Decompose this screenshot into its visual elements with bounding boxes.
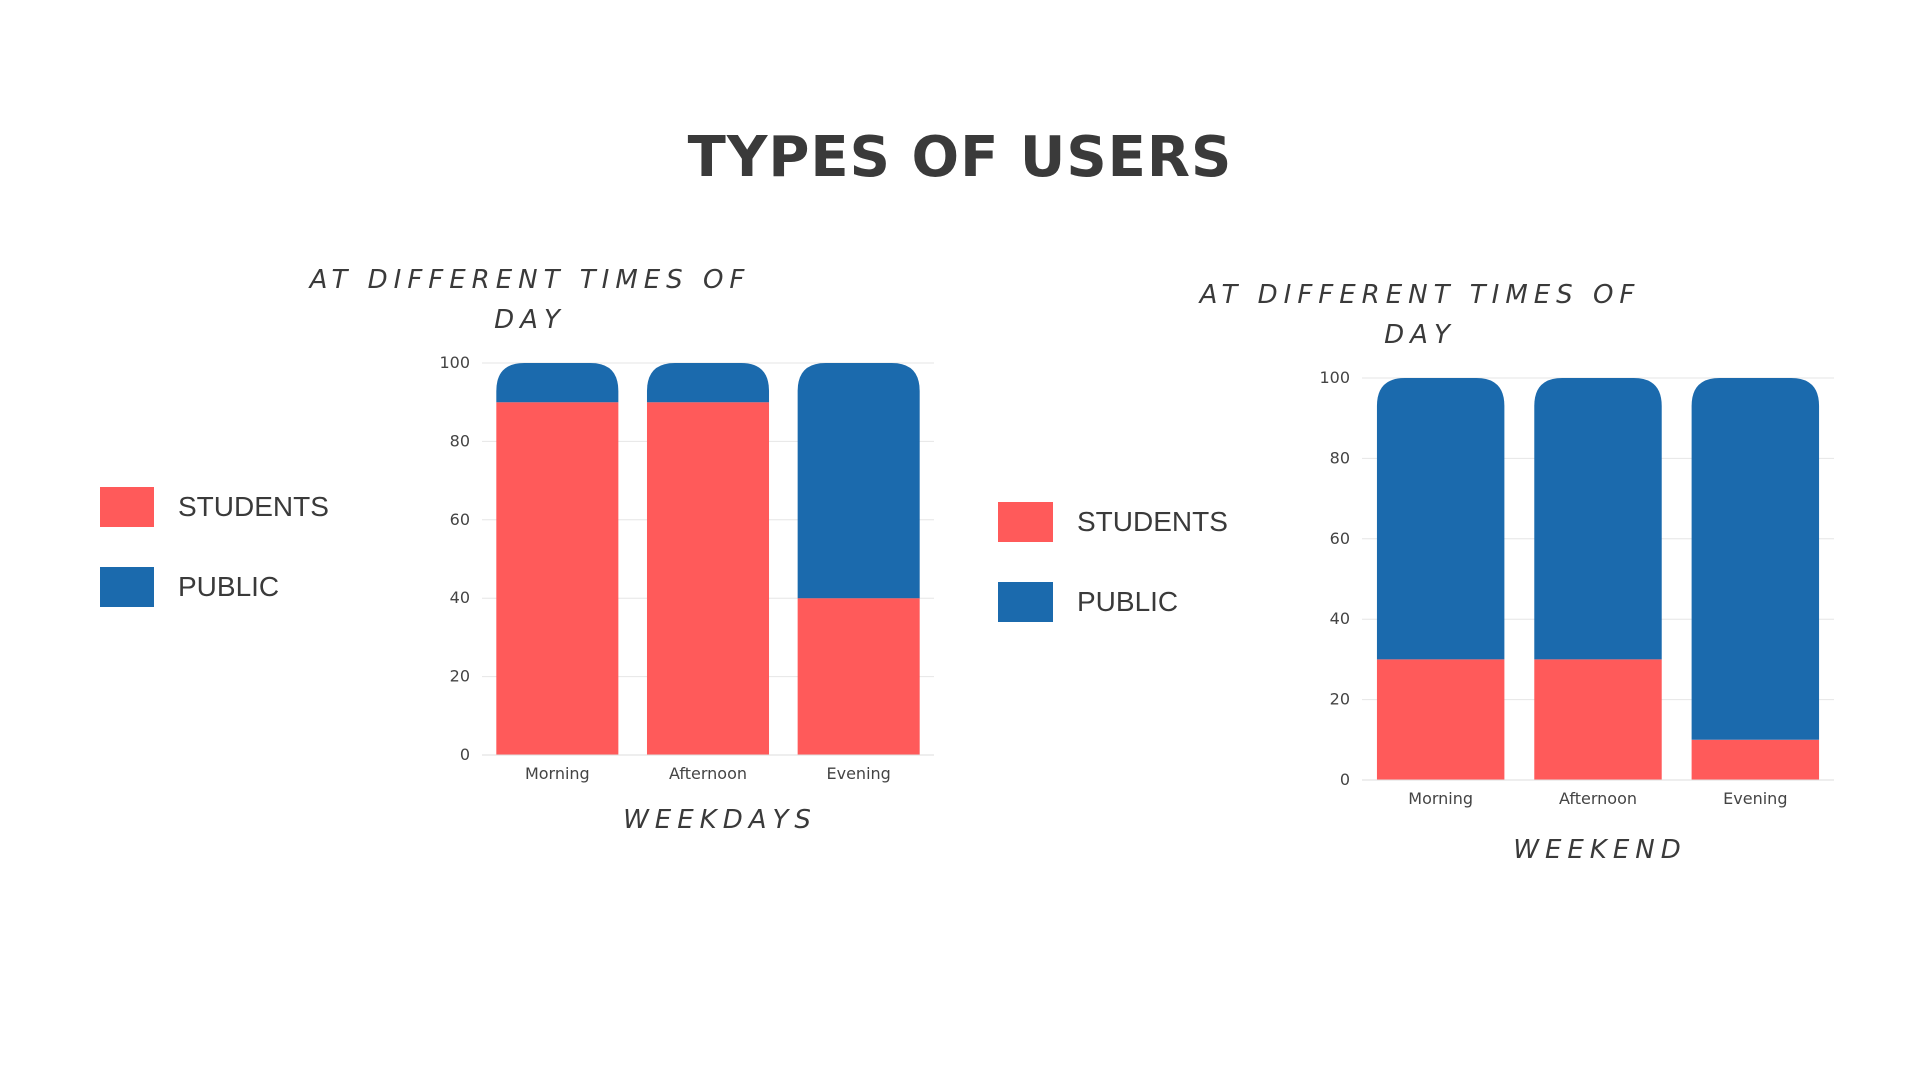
y-tick-label: 80	[450, 431, 470, 450]
bar-students-afternoon	[646, 402, 770, 755]
weekdays-bar-chart: 0 20 40 60 80 100 Morning Afternoon Evening	[439, 353, 934, 783]
bar-students-morning	[496, 402, 619, 755]
bar-public-afternoon	[646, 363, 770, 403]
x-tick-label-morning: Morning	[525, 764, 590, 783]
x-tick-label-afternoon: Afternoon	[1559, 789, 1637, 808]
weekend-legend: STUDENTS PUBLIC	[998, 502, 1228, 662]
legend-swatch-public	[100, 567, 154, 607]
bar-public-afternoon	[1534, 378, 1662, 660]
legend-item-students: STUDENTS	[998, 502, 1228, 542]
y-tick-label: 40	[450, 588, 470, 607]
y-tick-label: 0	[460, 745, 470, 764]
weekend-chart-title-line-2: DAY	[1384, 320, 1456, 350]
legend-label-public: PUBLIC	[178, 571, 280, 602]
x-tick-label-evening: Evening	[827, 764, 891, 783]
x-tick-label-afternoon: Afternoon	[669, 764, 747, 783]
weekend-chart-title: AT DIFFERENT TIMES OF DAY	[1165, 275, 1675, 355]
x-tick-label-morning: Morning	[1408, 789, 1473, 808]
y-tick-label: 60	[1330, 529, 1350, 548]
bar-students-evening	[797, 598, 920, 755]
y-tick-label: 80	[1330, 448, 1350, 467]
legend-swatch-students	[100, 487, 154, 527]
legend-item-students: STUDENTS	[100, 487, 329, 527]
weekend-bar-chart: 0 20 40 60 80 100 Morning Afternoon Evening	[1319, 368, 1834, 808]
weekend-chart-title-line-1: AT DIFFERENT TIMES OF	[1199, 280, 1641, 310]
weekdays-chart-title: AT DIFFERENT TIMES OF DAY	[275, 260, 785, 340]
y-tick-label: 20	[450, 667, 470, 686]
y-tick-label: 100	[1319, 368, 1350, 387]
bar-public-evening	[797, 363, 920, 599]
y-tick-label: 40	[1330, 609, 1350, 628]
bar-students-morning	[1376, 659, 1505, 780]
y-tick-label: 20	[1330, 690, 1350, 709]
bar-public-morning	[496, 363, 619, 403]
bar-students-afternoon	[1534, 659, 1662, 780]
weekdays-chart-title-line-2: DAY	[494, 305, 566, 335]
weekdays-x-axis-label: WEEKDAYS	[623, 805, 817, 835]
legend-swatch-public	[998, 582, 1053, 622]
bar-public-morning	[1376, 378, 1505, 660]
bar-students-evening	[1691, 739, 1820, 780]
legend-label-students: STUDENTS	[178, 491, 329, 522]
y-tick-label: 100	[439, 353, 470, 372]
x-tick-label-evening: Evening	[1723, 789, 1787, 808]
weekdays-legend: STUDENTS PUBLIC	[100, 487, 329, 647]
legend-item-public: PUBLIC	[998, 582, 1228, 622]
y-tick-label: 60	[450, 510, 470, 529]
legend-swatch-students	[998, 502, 1053, 542]
legend-label-public: PUBLIC	[1077, 586, 1179, 617]
weekend-x-axis-label: WEEKEND	[1513, 835, 1687, 865]
weekend-chart-panel: AT DIFFERENT TIMES OF DAY STUDENTS PUBLI…	[960, 275, 1860, 885]
legend-item-public: PUBLIC	[100, 567, 329, 607]
bar-public-evening	[1691, 378, 1820, 740]
page-title: TYPES OF USERS	[687, 125, 1233, 190]
weekdays-chart-title-line-1: AT DIFFERENT TIMES OF	[309, 265, 751, 295]
weekdays-chart-panel: AT DIFFERENT TIMES OF DAY STUDENTS PUBLI…	[60, 260, 940, 870]
y-tick-label: 0	[1340, 770, 1350, 789]
legend-label-students: STUDENTS	[1077, 506, 1228, 537]
